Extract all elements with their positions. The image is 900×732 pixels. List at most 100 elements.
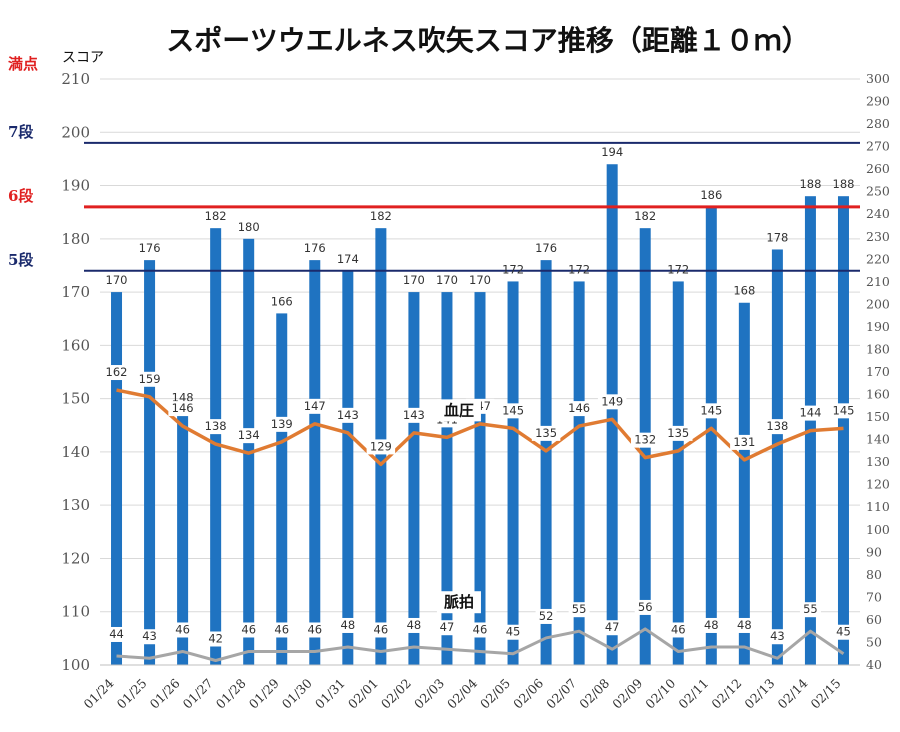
bar-value-label: 178 — [766, 230, 788, 244]
x-tick-label: 02/05 — [477, 676, 513, 712]
y2-tick-label: 260 — [866, 161, 890, 176]
y2-tick-label: 220 — [866, 251, 890, 266]
line-value-label: 44 — [109, 627, 124, 641]
line-label-bg — [366, 439, 396, 455]
y-axis-label: スコア — [62, 50, 104, 66]
line-label-bg — [763, 419, 792, 435]
y2-tick-label: 130 — [866, 454, 890, 469]
series-label-pulse: 脈拍 — [444, 593, 474, 611]
reference-lines: 満点 7段 6段 5段 — [8, 55, 860, 272]
line-value-label: 46 — [241, 622, 256, 636]
x-tick-label: 02/13 — [741, 675, 777, 711]
y2-tick-label: 290 — [866, 94, 890, 109]
x-tick-label: 02/02 — [378, 676, 414, 712]
x-tick-label: 01/24 — [81, 675, 117, 711]
bar-value-label: 174 — [337, 252, 359, 266]
y2-tick-label: 140 — [866, 432, 890, 447]
bar — [111, 292, 123, 665]
series-label-bg — [436, 591, 481, 614]
line-value-label: 45 — [506, 625, 521, 639]
line-value-label: 139 — [271, 417, 293, 431]
line-value-label: 46 — [671, 622, 686, 636]
bar — [738, 302, 750, 665]
line-label-bg — [337, 617, 359, 633]
x-tick-label: 02/11 — [675, 676, 711, 712]
bar-value-label: 180 — [238, 220, 260, 234]
bar — [210, 228, 222, 665]
x-tick-label: 02/04 — [444, 675, 480, 711]
line-value-label: 43 — [770, 629, 785, 643]
bar — [441, 292, 453, 665]
bar — [837, 196, 849, 665]
x-tick-label: 01/27 — [180, 675, 216, 711]
reference-label: 満点 — [8, 55, 38, 73]
y-tick-label: 110 — [61, 603, 90, 621]
line-label-bg — [733, 617, 755, 633]
line-label-bg — [697, 403, 726, 419]
line-label-bg — [399, 407, 429, 423]
line-value-label: 46 — [307, 622, 322, 636]
bar-value-label: 176 — [535, 241, 557, 255]
line-label-bg — [271, 622, 293, 638]
line-label-bg — [634, 599, 656, 615]
x-tick-label: 02/07 — [543, 675, 579, 711]
line-value-label: 135 — [667, 426, 689, 440]
y2-tick-label: 120 — [866, 477, 890, 492]
line-value-label: 46 — [374, 622, 389, 636]
y2-tick-label: 180 — [866, 341, 890, 356]
line-label-bg — [333, 407, 363, 423]
y2-tick-label: 90 — [866, 544, 882, 559]
line-value-label: 46 — [473, 622, 488, 636]
x-tick-label: 02/08 — [576, 675, 612, 711]
line-value-label: 145 — [833, 403, 855, 417]
line-label-bg — [498, 403, 528, 419]
line-value-label: 48 — [704, 618, 719, 632]
line-label-bg — [531, 425, 561, 441]
line-label-bg — [568, 602, 590, 618]
bar-value-label: 182 — [205, 209, 227, 223]
line-value-label: 145 — [700, 403, 722, 417]
y2-tick-label: 230 — [866, 229, 890, 244]
line-label-bg — [234, 428, 263, 444]
y-tick-label: 120 — [61, 549, 90, 567]
line-label-bg — [502, 624, 524, 640]
line-label-bg — [201, 419, 230, 435]
series-label-blood-pressure: 血圧 — [444, 401, 474, 419]
line-value-label: 138 — [205, 419, 227, 433]
reference-label: 7段 — [8, 123, 33, 141]
y2-tick-label: 280 — [866, 116, 890, 131]
y2-tick-label: 170 — [866, 364, 890, 379]
bar-value-label: 188 — [833, 177, 855, 191]
line-value-label: 43 — [142, 629, 157, 643]
bar-value-label: 176 — [139, 241, 161, 255]
line-value-label: 47 — [605, 620, 620, 634]
y-tick-label: 170 — [61, 283, 90, 301]
bar — [540, 260, 552, 665]
bar — [474, 292, 486, 665]
reference-label: 5段 — [8, 251, 33, 269]
bar-value-label: 186 — [700, 188, 722, 202]
y2-tick-label: 160 — [866, 387, 890, 402]
line-value-label: 55 — [572, 602, 587, 616]
bar-value-label: 188 — [799, 177, 821, 191]
bar-value-label: 166 — [271, 294, 293, 308]
line-value-label: 55 — [803, 602, 818, 616]
bar-value-label: 194 — [601, 145, 623, 159]
line-label-bg — [238, 622, 260, 638]
line-value-label: 134 — [238, 428, 260, 442]
y2-tick-label: 60 — [866, 612, 882, 627]
line-label-bg — [601, 620, 623, 636]
bar-value-label: 182 — [634, 209, 656, 223]
line-value-label: 131 — [733, 435, 755, 449]
line-value-label: 147 — [304, 399, 326, 413]
y-tick-label: 180 — [61, 230, 90, 248]
line-label-bg — [139, 629, 161, 645]
x-tick-label: 01/25 — [114, 676, 150, 712]
y-tick-label: 200 — [61, 123, 90, 141]
line-value-label: 47 — [440, 620, 455, 634]
line-label-bg — [700, 617, 722, 633]
bar — [342, 270, 354, 665]
line-label-bg — [799, 602, 821, 618]
x-tick-label: 02/03 — [411, 675, 447, 711]
line-label-bg — [597, 394, 627, 410]
